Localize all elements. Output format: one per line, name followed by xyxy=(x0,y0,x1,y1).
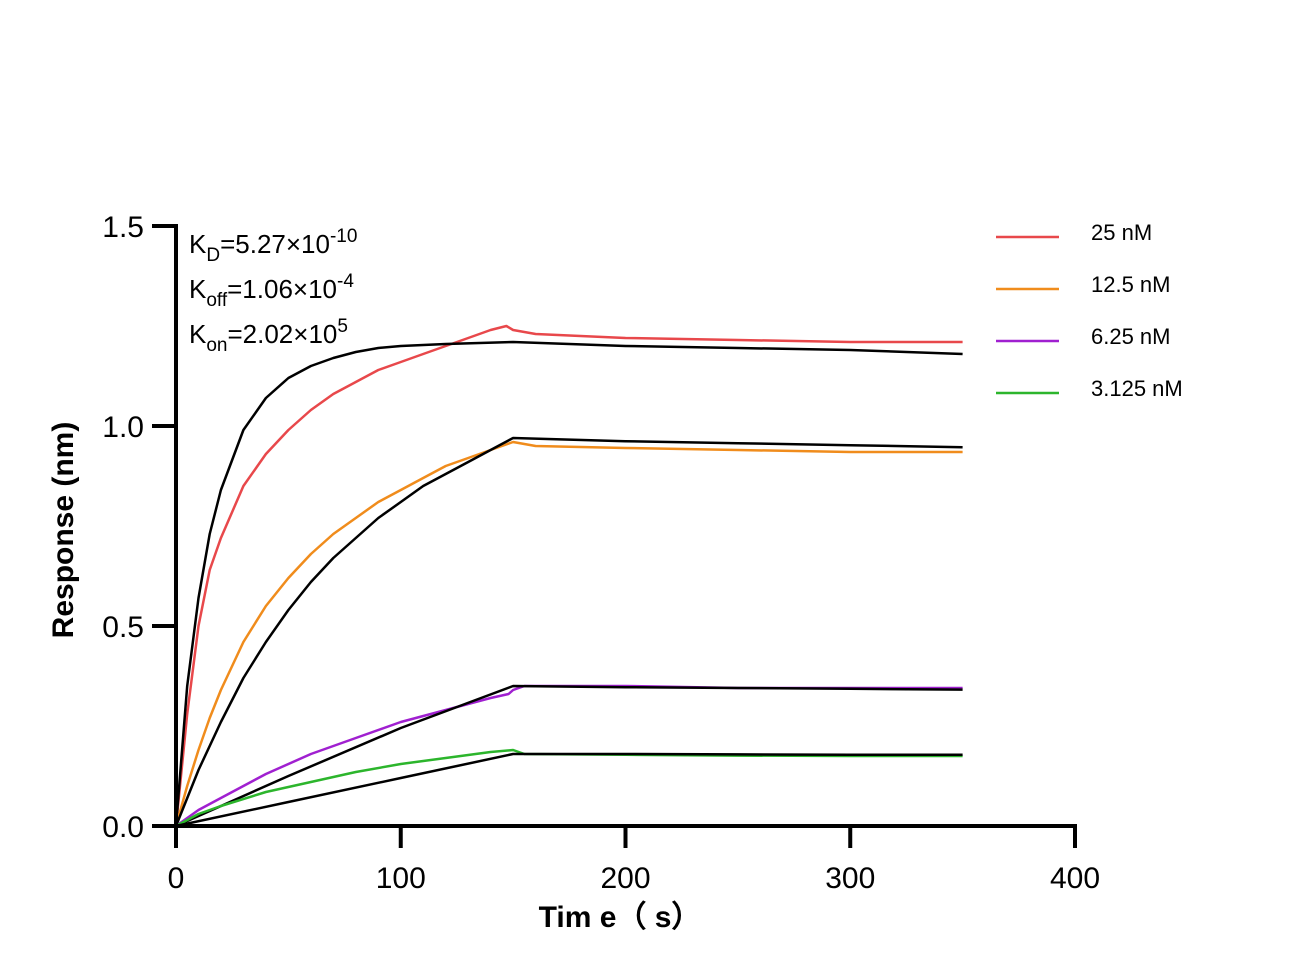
fit-line-6-25-nm xyxy=(175,684,963,828)
annotation-kd: KD=5.27×10-10 xyxy=(189,226,357,266)
x-tick-label: 0 xyxy=(168,862,185,895)
x-tick-label: 100 xyxy=(376,862,426,895)
x-axis-title: Tim e（ s） xyxy=(539,900,702,934)
annotation-kon: Kon=2.02×105 xyxy=(189,316,348,356)
legend-label-6-25-nm: 6.25 nM xyxy=(1091,324,1171,349)
x-tick-label: 400 xyxy=(1050,862,1100,895)
kinetic-constants: KD=5.27×10-10 Koff=1.06×10-4 Kon=2.02×105 xyxy=(189,226,357,356)
y-tick-label: 1.5 xyxy=(102,211,144,244)
legend-label-3-125-nm: 3.125 nM xyxy=(1091,376,1183,401)
plot-curves xyxy=(174,324,963,828)
x-tick-label: 300 xyxy=(825,862,875,895)
fit-line-3-125-nm xyxy=(175,752,963,828)
y-tick-label: 1.0 xyxy=(102,411,144,444)
series-line-25-nm xyxy=(174,324,963,827)
y-tick-label: 0.0 xyxy=(102,811,144,844)
legend-label-12-5-nm: 12.5 nM xyxy=(1091,272,1171,297)
series-line-12-5-nm xyxy=(174,440,963,827)
x-tick-label: 200 xyxy=(600,862,650,895)
y-tick-label: 0.5 xyxy=(102,611,144,644)
y-axis-title: Response (nm) xyxy=(47,422,80,639)
fit-line-12-5-nm xyxy=(174,436,963,827)
legend-label-25-nm: 25 nM xyxy=(1091,220,1152,245)
axes: 0 100 200 300 400 0.0 0.5 1.0 1.5 xyxy=(102,211,1100,895)
fit-line-25-nm xyxy=(174,340,963,827)
annotation-koff: Koff=1.06×10-4 xyxy=(189,271,354,311)
legend: 25 nM 12.5 nM 6.25 nM 3.125 nM xyxy=(996,220,1183,401)
